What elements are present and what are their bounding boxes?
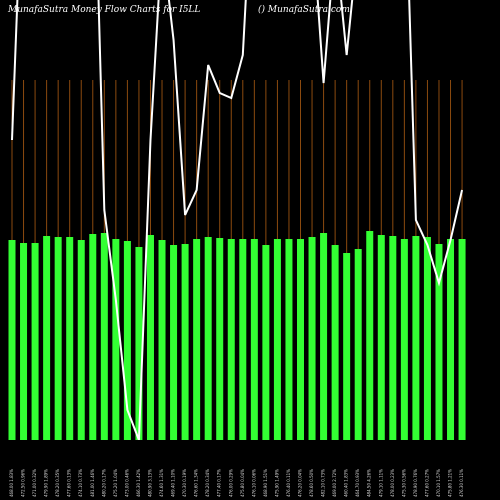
bar <box>8 240 16 440</box>
bar <box>66 237 74 440</box>
x-tick-label: 481.00 1.46% <box>90 469 95 497</box>
x-tick-label: 460.40 1.83% <box>344 469 349 497</box>
bar <box>377 235 385 440</box>
x-tick-label: 484.50 4.26% <box>367 469 372 497</box>
x-tick-label: 479.90 1.89% <box>44 469 49 497</box>
x-tick-label: 476.40 0.11% <box>286 469 291 497</box>
x-tick-label: 474.60 1.31% <box>159 469 164 497</box>
bar <box>458 239 466 440</box>
bar <box>320 233 328 440</box>
bar <box>239 239 247 440</box>
bar <box>423 237 431 440</box>
bar <box>100 233 108 440</box>
bar <box>331 245 339 440</box>
bar <box>297 239 304 440</box>
bar <box>193 239 201 440</box>
bar <box>308 237 316 440</box>
x-tick-label: 478.00 0.23% <box>390 469 395 497</box>
x-tick-label: 478.90 0.76% <box>413 469 418 497</box>
x-tick-label: 469.40 1.10% <box>171 469 176 497</box>
x-tick-label: 475.20 1.04% <box>113 469 118 497</box>
price-line <box>11 0 464 440</box>
bar <box>146 235 154 440</box>
bar <box>366 231 374 440</box>
x-tick-label: 470.10 1.57% <box>436 469 441 497</box>
x-tick-label: 478.60 0.50% <box>309 469 314 497</box>
bar <box>389 236 397 440</box>
bar <box>354 249 362 440</box>
x-tick-label: 476.10 0.06% <box>251 469 256 497</box>
x-tick-label: 477.60 0.27% <box>424 469 429 497</box>
bar <box>181 244 189 440</box>
x-tick-label: 477.40 0.17% <box>217 469 222 497</box>
chart-title: MunafaSutra Money Flow Charts for I5LL <box>7 5 200 15</box>
x-tick-label: 472.50 0.96% <box>21 469 26 497</box>
x-tick-label: 475.80 1.21% <box>448 469 453 497</box>
bar <box>273 239 281 440</box>
x-tick-label: 473.00 0.46% <box>124 469 129 497</box>
bar <box>43 236 51 440</box>
bar <box>262 245 270 440</box>
x-tick-label: 469.00 2.72% <box>332 469 337 497</box>
x-tick-label: 478.20 0.35% <box>55 469 60 497</box>
bar <box>204 237 212 440</box>
x-tick-label: 480.90 3.13% <box>147 469 152 497</box>
bar <box>216 238 224 440</box>
x-tick-label: 468.00 1.83% <box>9 469 14 497</box>
bar <box>20 243 28 440</box>
bar <box>31 243 39 440</box>
bar <box>412 236 420 440</box>
bar <box>400 239 408 440</box>
x-tick-label: 480.20 0.17% <box>101 469 106 497</box>
x-tick-label: 470.30 0.19% <box>182 469 187 497</box>
x-tick-label: 476.30 0.11% <box>459 469 464 497</box>
bar <box>170 245 178 440</box>
bar <box>77 240 85 440</box>
bar <box>343 253 351 440</box>
bar <box>227 239 235 440</box>
x-tick-label: 479.10 1.11% <box>378 469 383 497</box>
x-tick-label: 468.90 1.51% <box>263 469 268 497</box>
x-tick-label: 478.20 0.34% <box>205 469 210 497</box>
x-tick-label: 475.90 1.49% <box>274 469 279 497</box>
bar <box>54 237 62 440</box>
x-tick-label: 475.80 0.04% <box>240 469 245 497</box>
x-tick-label: 476.00 0.29% <box>228 469 233 497</box>
bar <box>135 247 143 440</box>
bar <box>447 239 455 440</box>
chart-subtitle: () MunafaSutra.com <box>258 4 350 15</box>
bar <box>250 239 258 440</box>
bar <box>435 244 443 440</box>
x-tick-label: 464.70 0.93% <box>355 469 360 497</box>
bar <box>89 234 97 440</box>
x-tick-label: 482.10 0.73% <box>321 469 326 497</box>
bar <box>123 241 131 440</box>
x-tick-label: 471.00 0.32% <box>32 469 37 497</box>
x-tick-label: 474.10 0.73% <box>78 469 83 497</box>
x-tick-label: 476.60 1.34% <box>194 469 199 497</box>
bar <box>158 240 166 440</box>
x-tick-label: 466.30 1.42% <box>136 469 141 497</box>
bar <box>285 239 293 440</box>
x-tick-label: 475.30 0.56% <box>401 469 406 497</box>
bar <box>112 239 120 440</box>
x-tick-label: 476.20 0.04% <box>298 469 303 497</box>
x-tick-label: 477.60 0.13% <box>67 469 72 497</box>
